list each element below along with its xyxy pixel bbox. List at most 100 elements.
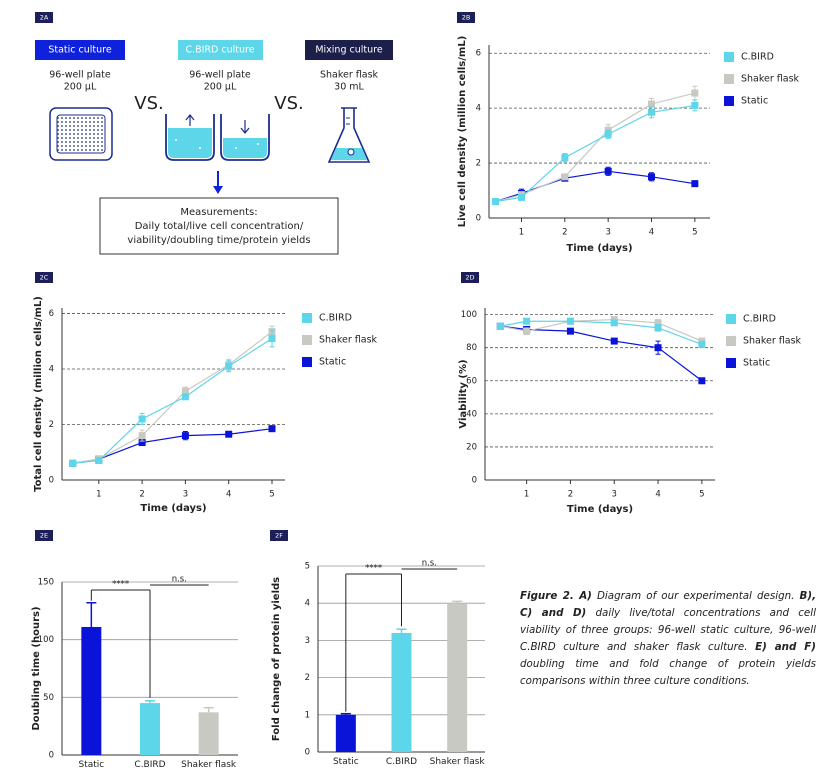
y-tick-label: 50 [43, 693, 54, 703]
point [691, 101, 699, 109]
x-tick-label: 4 [226, 490, 231, 500]
legend-label: C.BIRD [319, 313, 352, 324]
point [496, 322, 504, 330]
versus: VS. [134, 93, 163, 114]
y-tick-label: 60 [466, 376, 477, 386]
legend-swatch [726, 358, 736, 368]
point [698, 340, 706, 348]
group-box [305, 40, 393, 60]
x-tick-label: 1 [524, 490, 529, 500]
point [225, 430, 233, 438]
volume: 30 mL [334, 82, 364, 93]
panel-label: 2F [275, 532, 283, 540]
point [561, 173, 569, 181]
caption-segment: doubling time and fold change of protein… [520, 658, 816, 687]
caption-segment: B), C) and D) [520, 590, 816, 619]
bar [140, 703, 160, 755]
point [604, 167, 612, 175]
point [654, 319, 662, 327]
legend-label: C.BIRD [743, 314, 776, 325]
point [181, 387, 189, 395]
x-tick-label: 5 [699, 490, 704, 500]
bar [198, 712, 219, 755]
legend-swatch [726, 336, 736, 346]
point [566, 327, 574, 335]
y-tick-label: 100 [461, 310, 477, 320]
legend-swatch [302, 357, 312, 367]
bar [335, 714, 356, 752]
point [648, 173, 655, 181]
group-title: C.BIRD culture [185, 45, 254, 56]
caption-segment: Figure 2. A) [520, 590, 592, 602]
legend-label: Shaker flask [741, 74, 800, 85]
y-tick-label: 2 [476, 159, 481, 169]
significance-label: n.s. [422, 559, 437, 569]
y-tick-label: 6 [476, 49, 481, 59]
x-tick-label: 2 [139, 490, 144, 500]
series-line [500, 320, 703, 345]
volume: 200 µL [64, 82, 97, 93]
point [566, 317, 574, 325]
x-axis-label: Time (days) [566, 243, 632, 254]
legend-label: Static [741, 96, 768, 107]
y-tick-label: 4 [305, 599, 310, 609]
series-line [495, 170, 695, 203]
series-line [72, 331, 273, 464]
x-axis-label: Time (days) [140, 503, 206, 514]
measurements-line: Measurements: [180, 207, 257, 218]
x-tick-label: 5 [269, 490, 274, 500]
legend-label: Shaker flask [319, 335, 378, 346]
point [698, 377, 706, 385]
x-tick-label: 3 [605, 228, 610, 238]
vessel: 96-well plate [189, 70, 251, 81]
point [523, 327, 531, 335]
y-tick-label: 80 [466, 343, 477, 353]
y-tick-label: 6 [49, 309, 54, 319]
group-box [178, 40, 263, 60]
y-tick-label: 150 [38, 578, 54, 588]
x-tick-label: 1 [519, 228, 524, 238]
significance-label: **** [112, 580, 129, 590]
panel-label-box [35, 530, 53, 541]
x-axis-label: Time (days) [567, 504, 633, 515]
y-tick-label: 0 [305, 748, 310, 758]
x-tick-label: 2 [568, 490, 573, 500]
arrow [213, 171, 223, 194]
y-axis-label: Fold change of protein yields [271, 577, 282, 741]
series-line [495, 104, 695, 203]
point [268, 425, 276, 433]
series-line [500, 318, 703, 342]
y-tick-label: 1 [305, 710, 310, 720]
y-tick-label: 40 [466, 409, 477, 419]
point [610, 319, 618, 327]
panel-label: 2A [40, 14, 49, 22]
point [523, 317, 531, 325]
point [138, 432, 146, 440]
series-line [72, 428, 273, 464]
x-tick-label: 1 [96, 490, 101, 500]
point [654, 324, 662, 332]
point [95, 457, 103, 465]
y-axis-label: Doubling time (hours) [31, 606, 42, 730]
legend-swatch [302, 313, 312, 323]
point [138, 415, 146, 423]
x-tick-label: 3 [183, 490, 188, 500]
x-tick-label: C.BIRD [385, 757, 418, 767]
point [654, 344, 662, 352]
point [181, 432, 189, 440]
cbird-icon [165, 114, 270, 161]
legend-label: Shaker flask [743, 336, 802, 347]
y-axis-label: Total cell density (million cells/mL) [33, 296, 44, 492]
vessel: Shaker flask [320, 70, 379, 81]
bar [391, 632, 412, 752]
legend-swatch [302, 335, 312, 345]
versus: VS. [274, 93, 303, 114]
point [604, 130, 612, 138]
x-tick-label: 5 [692, 228, 697, 238]
series-line [500, 325, 703, 382]
legend-label: Static [319, 357, 346, 368]
x-tick-label: 4 [655, 490, 660, 500]
legend-swatch [724, 96, 734, 106]
legend-label: Static [743, 358, 770, 369]
